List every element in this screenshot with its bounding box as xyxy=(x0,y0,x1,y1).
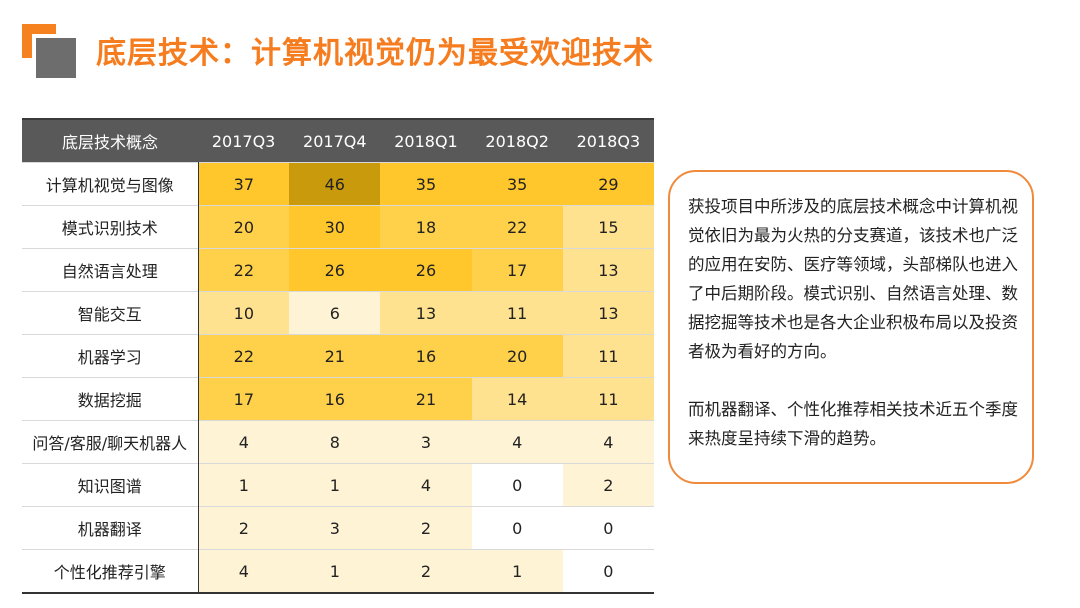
heatmap-cell: 15 xyxy=(562,205,654,249)
heatmap-cell: 16 xyxy=(289,377,381,421)
heatmap-cell: 11 xyxy=(562,377,654,421)
heatmap-cell: 2 xyxy=(198,506,290,550)
table-row: 数据挖掘 17 16 21 14 11 xyxy=(22,377,654,421)
heatmap-cell: 13 xyxy=(562,291,654,335)
heatmap-cell: 2 xyxy=(562,463,654,507)
heatmap-cell: 20 xyxy=(471,334,563,378)
row-label: 机器翻译 xyxy=(22,506,199,550)
column-header: 2018Q1 xyxy=(380,118,472,163)
heatmap-cell: 29 xyxy=(562,162,654,206)
row-label: 模式识别技术 xyxy=(22,205,199,249)
row-label: 知识图谱 xyxy=(22,463,199,507)
heatmap-cell: 26 xyxy=(289,248,381,292)
summary-paragraph: 获投项目中所涉及的底层技术概念中计算机视觉依旧为最为火热的分支赛道，该技术也广泛… xyxy=(688,197,1018,361)
table-row: 知识图谱 1 1 4 0 2 xyxy=(22,463,654,507)
column-header: 2017Q3 xyxy=(198,118,290,163)
heatmap-cell: 0 xyxy=(471,463,563,507)
summary-paragraph: 而机器翻译、个性化推荐相关技术近五个季度来热度呈持续下滑的趋势。 xyxy=(688,400,1018,448)
heatmap-cell: 2 xyxy=(380,549,472,594)
heatmap-cell: 22 xyxy=(198,334,290,378)
table-row: 模式识别技术 20 30 18 22 15 xyxy=(22,205,654,249)
column-header: 2017Q4 xyxy=(289,118,381,163)
heatmap-cell: 30 xyxy=(289,205,381,249)
row-label: 个性化推荐引擎 xyxy=(22,549,199,594)
heatmap-cell: 18 xyxy=(380,205,472,249)
heatmap-cell: 14 xyxy=(471,377,563,421)
row-label: 数据挖掘 xyxy=(22,377,199,421)
heatmap-cell: 0 xyxy=(471,506,563,550)
row-label: 自然语言处理 xyxy=(22,248,199,292)
heatmap-cell: 4 xyxy=(198,420,290,464)
corner-header: 底层技术概念 xyxy=(22,118,198,163)
column-header: 2018Q2 xyxy=(471,118,563,163)
heatmap-cell: 17 xyxy=(471,248,563,292)
table-row: 个性化推荐引擎 4 1 2 1 0 xyxy=(22,549,654,594)
heatmap-cell: 1 xyxy=(289,549,381,594)
table-row: 计算机视觉与图像 37 46 35 35 29 xyxy=(22,162,654,206)
heatmap-table: 底层技术概念 2017Q3 2017Q4 2018Q1 2018Q2 2018Q… xyxy=(22,118,654,594)
heatmap-cell: 13 xyxy=(562,248,654,292)
table-row: 智能交互 10 6 13 11 13 xyxy=(22,291,654,335)
heatmap-cell: 11 xyxy=(471,291,563,335)
logo-gray-square xyxy=(36,38,76,78)
heatmap-cell: 1 xyxy=(198,463,290,507)
table-row: 机器翻译 2 3 2 0 0 xyxy=(22,506,654,550)
row-label: 智能交互 xyxy=(22,291,199,335)
heatmap-cell: 21 xyxy=(289,334,381,378)
heatmap-cell: 6 xyxy=(289,291,381,335)
heatmap-cell: 37 xyxy=(198,162,290,206)
heatmap-body: 计算机视觉与图像 37 46 35 35 29 模式识别技术 20 30 18 22 15 自然语言处理… xyxy=(22,162,654,594)
section-logo-mark xyxy=(22,24,78,80)
heatmap-cell: 1 xyxy=(471,549,563,594)
heatmap-cell: 16 xyxy=(380,334,472,378)
heatmap-cell: 21 xyxy=(380,377,472,421)
heatmap-cell: 0 xyxy=(562,506,654,550)
heatmap-cell: 13 xyxy=(380,291,472,335)
row-label: 机器学习 xyxy=(22,334,199,378)
table-row: 问答/客服/聊天机器人 4 8 3 4 4 xyxy=(22,420,654,464)
row-label: 问答/客服/聊天机器人 xyxy=(22,420,199,464)
page-title: 底层技术：计算机视觉仍为最受欢迎技术 xyxy=(96,36,654,71)
heatmap-cell: 4 xyxy=(471,420,563,464)
table-row: 自然语言处理 22 26 26 17 13 xyxy=(22,248,654,292)
heatmap-cell: 4 xyxy=(198,549,290,594)
heatmap-cell: 2 xyxy=(380,506,472,550)
heatmap-cell: 46 xyxy=(289,162,381,206)
heatmap-cell: 11 xyxy=(562,334,654,378)
heatmap-cell: 3 xyxy=(380,420,472,464)
heatmap-cell: 10 xyxy=(198,291,290,335)
heatmap-cell: 8 xyxy=(289,420,381,464)
table-row: 机器学习 22 21 16 20 11 xyxy=(22,334,654,378)
heatmap-cell: 0 xyxy=(562,549,654,594)
heatmap-cell: 26 xyxy=(380,248,472,292)
summary-box: 获投项目中所涉及的底层技术概念中计算机视觉依旧为最为火热的分支赛道，该技术也广泛… xyxy=(668,170,1034,484)
row-label: 计算机视觉与图像 xyxy=(22,162,199,206)
heatmap-cell: 35 xyxy=(471,162,563,206)
heatmap-cell: 22 xyxy=(471,205,563,249)
heatmap-cell: 3 xyxy=(289,506,381,550)
heatmap-cell: 4 xyxy=(380,463,472,507)
heatmap-cell: 4 xyxy=(562,420,654,464)
table-header-row: 底层技术概念 2017Q3 2017Q4 2018Q1 2018Q2 2018Q… xyxy=(22,118,654,163)
heatmap-cell: 1 xyxy=(289,463,381,507)
heatmap-cell: 20 xyxy=(198,205,290,249)
heatmap-cell: 35 xyxy=(380,162,472,206)
heatmap-cell: 22 xyxy=(198,248,290,292)
column-header: 2018Q3 xyxy=(562,118,654,163)
heatmap-cell: 17 xyxy=(198,377,290,421)
